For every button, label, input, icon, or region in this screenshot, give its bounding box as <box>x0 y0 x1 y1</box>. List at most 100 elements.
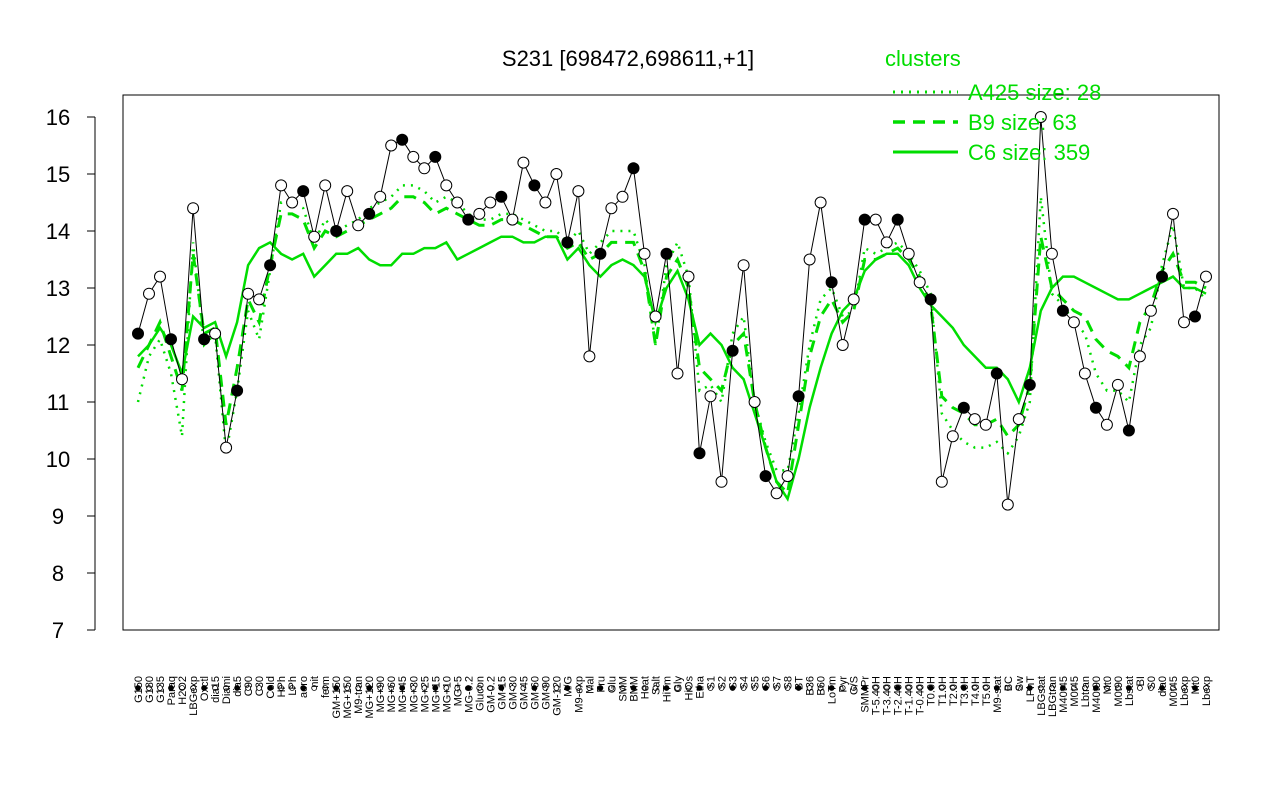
x-marker <box>509 685 516 691</box>
x-marker <box>927 685 934 691</box>
x-tick-label: Fru <box>595 676 607 693</box>
data-point <box>825 276 838 289</box>
data-point <box>572 185 585 198</box>
y-tick-label: 9 <box>52 504 64 529</box>
data-point <box>924 293 937 306</box>
x-tick-label: MG+5 <box>452 676 464 706</box>
x-tick-label: GM-60 <box>529 676 541 710</box>
x-marker <box>795 685 802 691</box>
x-tick-label: Pyr <box>838 676 850 693</box>
x-tick-label: S4 <box>739 676 751 689</box>
x-tick-label: GM-30 <box>507 676 519 710</box>
legend-label: A425 size: 28 <box>968 80 1101 105</box>
x-tick-label: dia5 <box>232 676 244 697</box>
x-tick-label: S2 <box>717 676 729 689</box>
x-marker <box>476 685 483 691</box>
x-tick-label: LPh <box>287 676 299 696</box>
data-point <box>1189 310 1201 323</box>
y-tick-label: 11 <box>47 390 70 415</box>
x-marker <box>421 685 428 691</box>
x-tick-label: Etha <box>695 675 707 699</box>
x-marker <box>740 685 747 691</box>
x-marker <box>520 685 527 691</box>
data-point <box>506 213 519 226</box>
y-axis: 7 8 9 10 11 12 13 14 15 16 <box>46 105 96 643</box>
x-marker <box>751 685 758 691</box>
x-marker <box>1082 685 1088 691</box>
x-tick-label: SMM <box>618 676 630 702</box>
x-marker <box>1115 685 1121 691</box>
data-point <box>154 270 166 283</box>
series-line-dotted <box>136 184 1207 472</box>
x-tick-label: Paraq <box>166 676 178 705</box>
x-tick-label: HPh <box>276 676 288 697</box>
x-tick-label: MG+150 <box>342 676 354 719</box>
points-layer <box>132 111 1212 511</box>
data-point <box>539 196 552 209</box>
x-marker <box>1170 685 1176 691</box>
data-point <box>473 207 486 220</box>
x-tick-label: dia15 <box>210 676 222 703</box>
data-point <box>1200 270 1212 283</box>
data-point <box>1045 247 1058 260</box>
x-tick-label: B36 <box>805 676 817 696</box>
chart-title: S231 [698472,698611,+1] <box>502 46 754 71</box>
data-point <box>264 259 277 272</box>
x-marker <box>399 685 406 691</box>
x-marker <box>674 685 681 691</box>
x-tick-label: Oxctl <box>199 676 211 701</box>
x-tick-label: GM+150 <box>331 676 343 719</box>
x-tick-label: MG+10 <box>441 676 453 712</box>
x-tick-label: SMMPr <box>860 676 872 713</box>
x-marker <box>256 685 263 691</box>
x-tick-label: S1 <box>706 676 718 689</box>
x-tick-label: M0t45 <box>1168 676 1180 707</box>
x-marker <box>1004 685 1011 691</box>
data-point <box>1100 418 1113 431</box>
x-marker <box>652 685 659 691</box>
x-tick-label: G135 <box>155 676 167 703</box>
x-marker <box>597 685 604 691</box>
x-marker <box>223 685 230 691</box>
y-tick-label: 13 <box>46 276 70 301</box>
data-point <box>1144 304 1157 317</box>
x-marker <box>454 685 461 691</box>
x-marker <box>894 685 901 691</box>
data-point <box>671 367 684 380</box>
y-tick-label: 16 <box>46 105 70 130</box>
data-point <box>209 327 222 340</box>
x-marker <box>531 685 538 691</box>
main-line-layer <box>137 116 1207 505</box>
x-tick-label: G150 <box>133 676 145 703</box>
data-point <box>1111 378 1124 391</box>
x-tick-label: Sw <box>1014 676 1026 691</box>
x-tick-label: T0.0H <box>926 676 938 706</box>
x-marker <box>487 685 494 691</box>
x-tick-label: T-1.40H <box>904 676 916 715</box>
x-marker <box>575 685 582 691</box>
data-point <box>748 396 761 408</box>
data-point <box>880 236 893 249</box>
data-point <box>495 190 508 203</box>
x-tick-label: nit <box>309 676 321 688</box>
x-tick-label: S8 <box>783 676 795 689</box>
data-point <box>737 259 750 272</box>
data-point <box>803 253 816 266</box>
x-tick-label: Salt <box>651 676 663 695</box>
x-marker <box>685 685 692 691</box>
x-tick-label: dia0 <box>1157 676 1169 697</box>
y-tick-label: 7 <box>52 618 64 643</box>
x-marker <box>498 685 505 691</box>
x-marker <box>333 685 340 691</box>
data-point <box>792 390 805 403</box>
x-tick-label: S5 <box>750 676 762 689</box>
data-point <box>682 270 695 283</box>
data-point <box>1001 498 1014 511</box>
x-marker <box>355 685 362 691</box>
x-tick-label: Glucon <box>474 676 486 711</box>
series-line-solid <box>137 235 1207 502</box>
x-tick-label: T4.0H <box>970 676 982 706</box>
x-marker <box>212 685 219 691</box>
series-line-dashed <box>136 195 1207 497</box>
